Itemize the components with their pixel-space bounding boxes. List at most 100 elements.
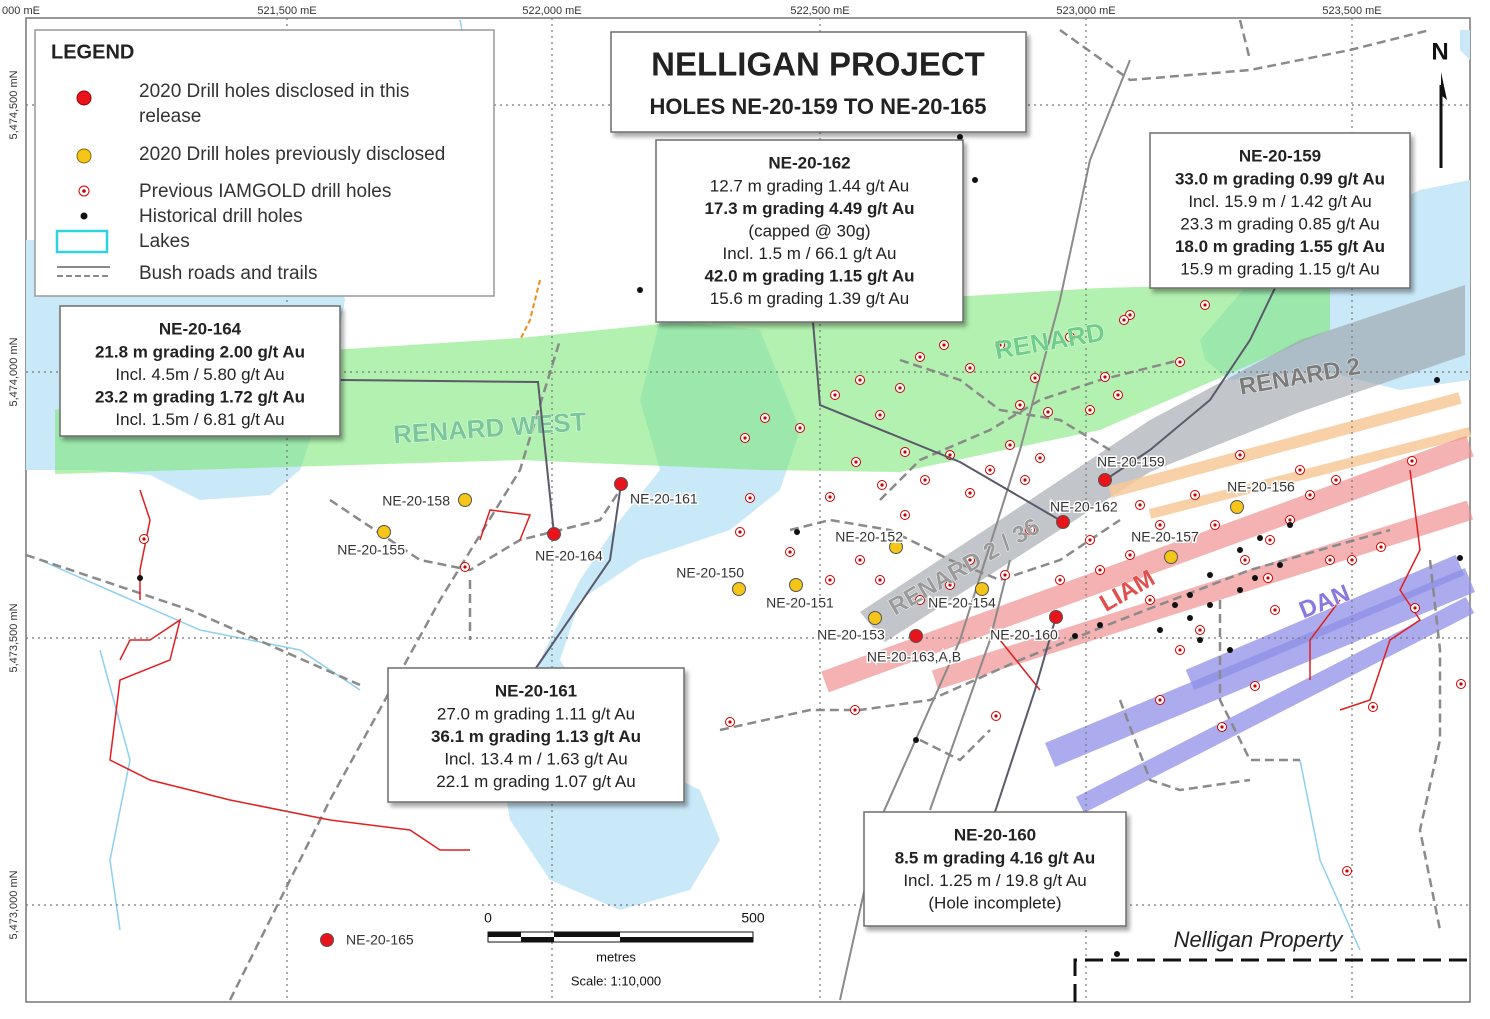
trail [1339,469,1422,711]
liam-zone [931,500,1474,690]
historical-hole [1207,572,1213,578]
callout-line: 33.0 m grading 0.99 g/t Au [1175,169,1385,188]
iamgold-hole-core [880,483,884,487]
iamgold-hole-core [998,343,1002,347]
iamgold-hole-core [878,578,882,582]
callout-line: 15.6 m grading 1.39 g/t Au [710,289,909,308]
drill-hole [732,582,746,596]
historical-hole [1237,547,1243,553]
hole-label: NE-20-163,A,B [867,649,961,665]
dan-zone [1075,596,1475,814]
callout-line: Incl. 1.5 m / 66.1 g/t Au [723,244,897,263]
iamgold-hole-core [463,565,467,569]
callout-title: NE-20-161 [495,681,577,700]
subtitle: HOLES NE-20-159 TO NE-20-165 [649,94,986,119]
iamgold-hole-core [833,393,837,397]
title-box [610,31,1027,133]
historical-hole [1227,647,1233,653]
callout-line: 23.2 m grading 1.72 g/t Au [95,387,305,406]
road [228,339,562,1001]
lake [1460,30,1470,60]
scale-bar: 0 500 metres Scale: 1:10,000 [484,910,765,989]
scale-segment [620,937,753,942]
iamgold-hole-core [1193,493,1197,497]
legend-text: Lakes [139,231,190,252]
stream [99,649,131,931]
iamgold-hole-core [1122,318,1126,322]
historical-hole [913,737,919,743]
renard-zone [55,282,1330,474]
callout-box [59,305,341,437]
drill-hole [789,578,803,592]
iamgold-hole-core [1023,478,1027,482]
legend: LEGEND 2020 Drill holes disclosed in thi… [34,29,495,297]
road [1418,559,1442,931]
callout-line: 12.7 m grading 1.44 g/t Au [710,176,909,195]
property-label: Nelligan Property [1174,927,1345,952]
orange-zone [1148,427,1472,519]
iamgold-hole-core [1098,568,1102,572]
iamgold-hole-core [918,355,922,359]
leader-line [994,616,1057,813]
orange-zone [1108,392,1462,498]
iamgold-hole-core [1033,376,1037,380]
iamgold-hole-core [853,708,857,712]
iamgold-hole-core [948,453,952,457]
zones [55,282,1475,814]
road [929,559,1011,811]
iamgold-hole-core [1128,313,1132,317]
trail [139,489,151,600]
iamgold-hole-core [1298,468,1302,472]
iamgold-hole-core [1334,478,1338,482]
road [25,553,361,687]
callout-box [863,811,1127,927]
callout-line: 27.0 m grading 1.11 g/t Au [437,704,635,723]
road [1118,699,1251,792]
callout-line: 22.1 m grading 1.07 g/t Au [436,772,635,791]
leaders [339,287,1276,813]
title-block: NELLIGAN PROJECT HOLES NE-20-159 TO NE-2… [610,31,1027,133]
iamgold-hole-core [1243,558,1247,562]
callouts: NE-20-162 12.7 m grading 1.44 g/t Au 17.3 … [59,132,1411,927]
scale-unit: metres [596,949,636,964]
historical-hole [1187,592,1193,598]
holes: NE-20-158 NE-20-155 NE-20-164 NE-20-161 NE-2… [320,452,1297,949]
boundary [1073,958,1470,1002]
iamgold-hole-core [1038,456,1042,460]
road [1059,28,1431,82]
historical-hole [1207,602,1213,608]
iamgold-hole-core [1018,403,1022,407]
iamgold-hole-core [858,378,862,382]
iamgold-hole-core [923,478,927,482]
hole-label: NE-20-154 [928,595,996,611]
drill-hole [1230,500,1244,514]
historical-hole [1287,522,1293,528]
iamgold-hole-core [1158,698,1162,702]
scale-segment [521,937,554,942]
iamgold-hole-core [1068,335,1072,339]
hole-label: NE-20-156 [1227,479,1295,495]
legend-text: Previous IAMGOLD drill holes [139,181,391,202]
trail [999,639,1041,691]
hole-label: NE-20-151 [766,595,834,611]
hole-label: NE-20-150 [676,565,744,581]
callout-box [655,139,964,323]
easting-label: 522,500 mE [790,5,849,17]
trail [479,509,532,541]
stream [1299,759,1361,951]
north-label: N [1431,38,1448,65]
easting-label: 523,500 mE [1322,5,1381,17]
road [789,518,1121,582]
iamgold-hole-core [738,530,742,534]
iamgold-hole-core [1459,682,1463,686]
leader-line [339,379,555,535]
legend-symbol [76,90,92,106]
stream [39,559,361,691]
hole-label: NE-20-153 [817,627,885,643]
historical-hole [1457,555,1463,561]
scale-end: 500 [741,910,765,926]
iamgold-hole-core [1003,573,1007,577]
callout-title: NE-20-164 [159,319,242,338]
